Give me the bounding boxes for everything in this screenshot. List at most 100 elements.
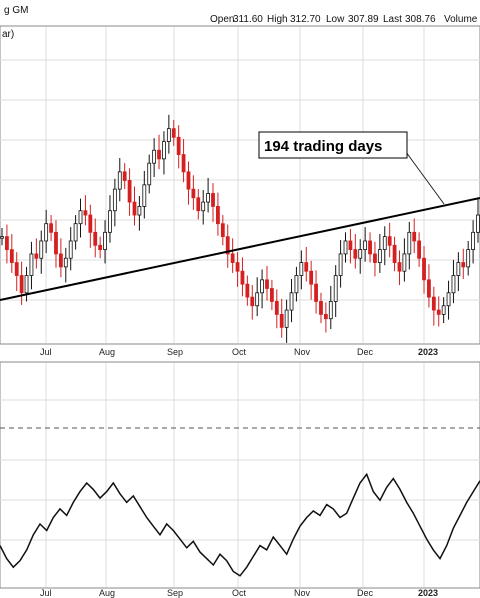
last-label: Last: [383, 14, 402, 25]
candle-body: [358, 249, 363, 259]
candle-body: [431, 296, 436, 311]
candle-body: [304, 262, 309, 272]
candle-body: [319, 301, 323, 315]
candle-body: [382, 236, 387, 250]
candle-body: [152, 149, 157, 164]
candle-body: [466, 249, 471, 268]
candle-body: [451, 275, 456, 294]
candle-body: [402, 253, 407, 272]
candle-body: [68, 240, 73, 259]
indicator-panel-frame: [0, 361, 480, 589]
x-tick-aug: Aug: [99, 347, 115, 357]
candle-body: [186, 171, 191, 190]
indicator-x-axis: Jul Aug Sep Oct Nov Dec 2023: [40, 588, 438, 598]
candle-body: [436, 309, 441, 315]
last-value: 308.76: [405, 14, 436, 25]
indicator-line: [0, 472, 480, 577]
candle-body: [103, 231, 107, 251]
ind-x-tick-jul: Jul: [40, 588, 52, 598]
candle-body: [24, 275, 29, 294]
candle-body: [284, 309, 289, 328]
candle-body: [147, 162, 152, 186]
candle-body: [127, 180, 132, 203]
candle-body: [269, 288, 274, 302]
candle-body: [157, 149, 161, 160]
annotation-box: [258, 131, 408, 159]
candle-body: [142, 184, 147, 207]
candle-body: [63, 257, 68, 268]
candle-body: [294, 275, 299, 294]
candle-body: [34, 253, 39, 259]
candle-body: [476, 214, 480, 233]
candle-body: [19, 275, 24, 294]
indicator-grid: [0, 363, 480, 587]
panel-tag: ar): [2, 29, 14, 40]
candle-body: [299, 262, 304, 276]
x-tick-2023: 2023: [418, 347, 438, 357]
candle-body: [5, 236, 9, 250]
candle-body: [387, 236, 392, 246]
candle-body: [166, 128, 171, 142]
candle-body: [456, 262, 461, 276]
candle-body: [230, 253, 235, 263]
candle-body: [289, 292, 294, 311]
candle-body: [58, 253, 63, 268]
candle-body: [235, 262, 240, 272]
x-tick-nov: Nov: [294, 347, 311, 357]
candle-body: [220, 223, 225, 238]
price-panel: ar) 194 trading days: [0, 25, 480, 345]
candle-body: [108, 210, 112, 233]
price-panel-frame: [0, 25, 480, 345]
candle-body: [343, 240, 348, 255]
candle-body: [427, 279, 431, 298]
candle-body: [206, 193, 211, 203]
candle-body: [225, 236, 230, 255]
price-x-axis: Jul Aug Sep Oct Nov Dec 2023: [40, 347, 438, 357]
candle-body: [417, 240, 422, 259]
candle-body: [176, 136, 181, 155]
candle-body: [44, 223, 49, 242]
candle-body: [250, 296, 255, 307]
x-tick-dec: Dec: [357, 347, 374, 357]
high-value: 312.70: [290, 14, 321, 25]
candle-body: [441, 305, 446, 315]
candle-body: [397, 262, 402, 272]
candle-body: [112, 188, 117, 212]
candle-body: [328, 301, 333, 320]
x-tick-oct: Oct: [232, 347, 247, 357]
candle-body: [260, 279, 264, 294]
candle-body: [353, 249, 358, 259]
candle-body: [54, 231, 58, 255]
candle-body: [39, 240, 44, 259]
candle-body: [201, 201, 206, 212]
candle-body: [196, 197, 201, 212]
x-tick-sep: Sep: [167, 347, 183, 357]
candle-body: [368, 240, 372, 255]
candle-body: [162, 141, 166, 160]
ind-x-tick-oct: Oct: [232, 588, 247, 598]
ind-x-tick-aug: Aug: [99, 588, 115, 598]
candle-body: [392, 244, 397, 263]
candle-body: [338, 253, 343, 276]
candle-body: [83, 210, 88, 216]
low-value: 307.89: [348, 14, 379, 25]
ind-x-tick-2023: 2023: [418, 588, 438, 598]
candle-body: [471, 231, 475, 251]
indicator-panel: [0, 361, 480, 589]
candle-body: [98, 244, 103, 250]
candle-body: [88, 214, 93, 233]
candle-body: [211, 193, 215, 207]
symbol-fragment: g GM: [4, 5, 28, 16]
open-value: 311.60: [233, 14, 263, 25]
candle-body: [191, 188, 196, 199]
candle-body: [132, 201, 137, 216]
annotation-pointer: [405, 151, 445, 205]
candle-body: [422, 257, 426, 281]
trendline: [0, 197, 480, 301]
low-label: Low: [326, 14, 345, 25]
volume-label: Volume: [444, 14, 478, 25]
candle-body: [461, 262, 466, 268]
candle-body: [323, 313, 328, 320]
candle-body: [412, 231, 417, 242]
